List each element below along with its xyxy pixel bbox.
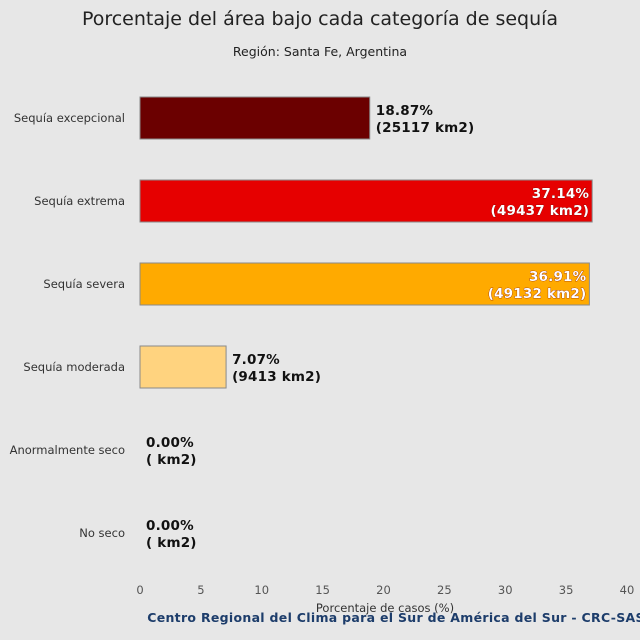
- chart-subtitle: Región: Santa Fe, Argentina: [233, 44, 407, 59]
- x-axis-label: Porcentaje de casos (%): [316, 601, 454, 615]
- x-tick-label: 35: [559, 583, 574, 597]
- data-label-area: ( km2): [146, 535, 197, 551]
- data-label-percent: 37.14%: [532, 186, 590, 202]
- bar: [139, 262, 590, 306]
- category-labels: Sequía excepcional Sequía extrema Sequía s…: [10, 111, 125, 540]
- category-label: Anormalmente seco: [10, 443, 125, 457]
- x-tick-label: 10: [254, 583, 269, 597]
- bar: [139, 179, 593, 223]
- data-label-percent: 7.07%: [232, 352, 280, 368]
- x-tick-label: 30: [498, 583, 513, 597]
- x-tick-label: 0: [136, 583, 143, 597]
- category-label: Sequía excepcional: [14, 111, 125, 125]
- bar: [139, 345, 227, 389]
- category-label: Sequía severa: [43, 277, 125, 291]
- chart-title: Porcentaje del área bajo cada categoría …: [82, 8, 558, 30]
- data-label-percent: 36.91%: [529, 269, 587, 285]
- category-label: Sequía extrema: [34, 194, 125, 208]
- x-tick-label: 20: [376, 583, 391, 597]
- x-axis-ticks: 0 5 10 15 20 25 30 35 40: [136, 583, 634, 597]
- category-label: Sequía moderada: [23, 360, 125, 374]
- x-tick-label: 40: [620, 583, 635, 597]
- data-label-percent: 0.00%: [146, 435, 194, 451]
- data-label-area: (9413 km2): [232, 369, 321, 385]
- source-credit: Centro Regional del Clima para el Sur de…: [147, 610, 640, 625]
- x-tick-label: 5: [197, 583, 204, 597]
- bar: [139, 96, 371, 140]
- data-label-area: (25117 km2): [376, 120, 475, 136]
- bars-group: [139, 96, 593, 389]
- data-label-area: (49132 km2): [488, 286, 587, 302]
- x-tick-label: 25: [437, 583, 452, 597]
- x-tick-label: 15: [315, 583, 330, 597]
- category-label: No seco: [79, 526, 125, 540]
- data-label-percent: 0.00%: [146, 518, 194, 534]
- data-label-area: ( km2): [146, 452, 197, 468]
- data-labels: 18.87%(25117 km2) 37.14%(49437 km2) 36.91%…: [146, 103, 590, 551]
- data-label-area: (49437 km2): [491, 203, 590, 219]
- data-label-percent: 18.87%: [376, 103, 434, 119]
